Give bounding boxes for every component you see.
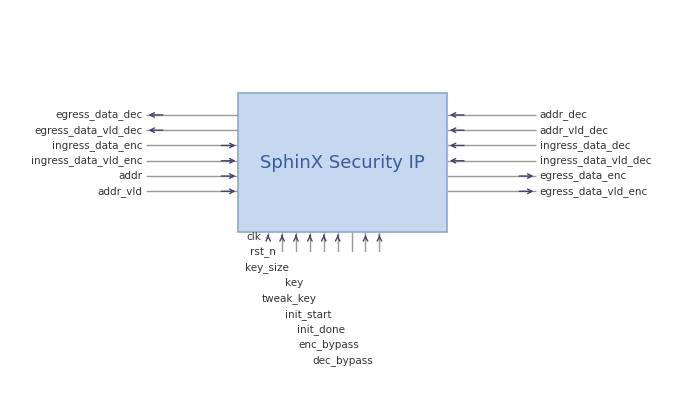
Text: init_start: init_start bbox=[284, 309, 331, 320]
Bar bbox=[239, 93, 447, 232]
Text: SphinX Security IP: SphinX Security IP bbox=[261, 154, 425, 172]
Text: enc_bypass: enc_bypass bbox=[298, 339, 359, 350]
Text: ingress_data_vld_enc: ingress_data_vld_enc bbox=[31, 155, 143, 166]
Text: addr_vld_dec: addr_vld_dec bbox=[539, 125, 608, 136]
Text: egress_data_vld_dec: egress_data_vld_dec bbox=[34, 125, 143, 136]
Text: addr_vld: addr_vld bbox=[98, 186, 143, 197]
Text: ingress_data_enc: ingress_data_enc bbox=[52, 140, 143, 151]
Text: init_done: init_done bbox=[297, 324, 345, 335]
Text: addr_dec: addr_dec bbox=[539, 110, 588, 121]
Text: key: key bbox=[285, 278, 303, 288]
Text: egress_data_enc: egress_data_enc bbox=[539, 171, 627, 182]
Text: egress_data_vld_enc: egress_data_vld_enc bbox=[539, 186, 648, 197]
Text: key_size: key_size bbox=[246, 262, 289, 273]
Text: ingress_data_dec: ingress_data_dec bbox=[539, 140, 630, 151]
Text: dec_bypass: dec_bypass bbox=[312, 355, 373, 366]
Text: ingress_data_vld_dec: ingress_data_vld_dec bbox=[539, 155, 651, 166]
Text: addr: addr bbox=[119, 171, 143, 181]
Text: rst_n: rst_n bbox=[250, 247, 276, 258]
Text: clk: clk bbox=[247, 232, 262, 242]
Text: tweak_key: tweak_key bbox=[262, 293, 317, 304]
Text: egress_data_dec: egress_data_dec bbox=[55, 110, 143, 121]
